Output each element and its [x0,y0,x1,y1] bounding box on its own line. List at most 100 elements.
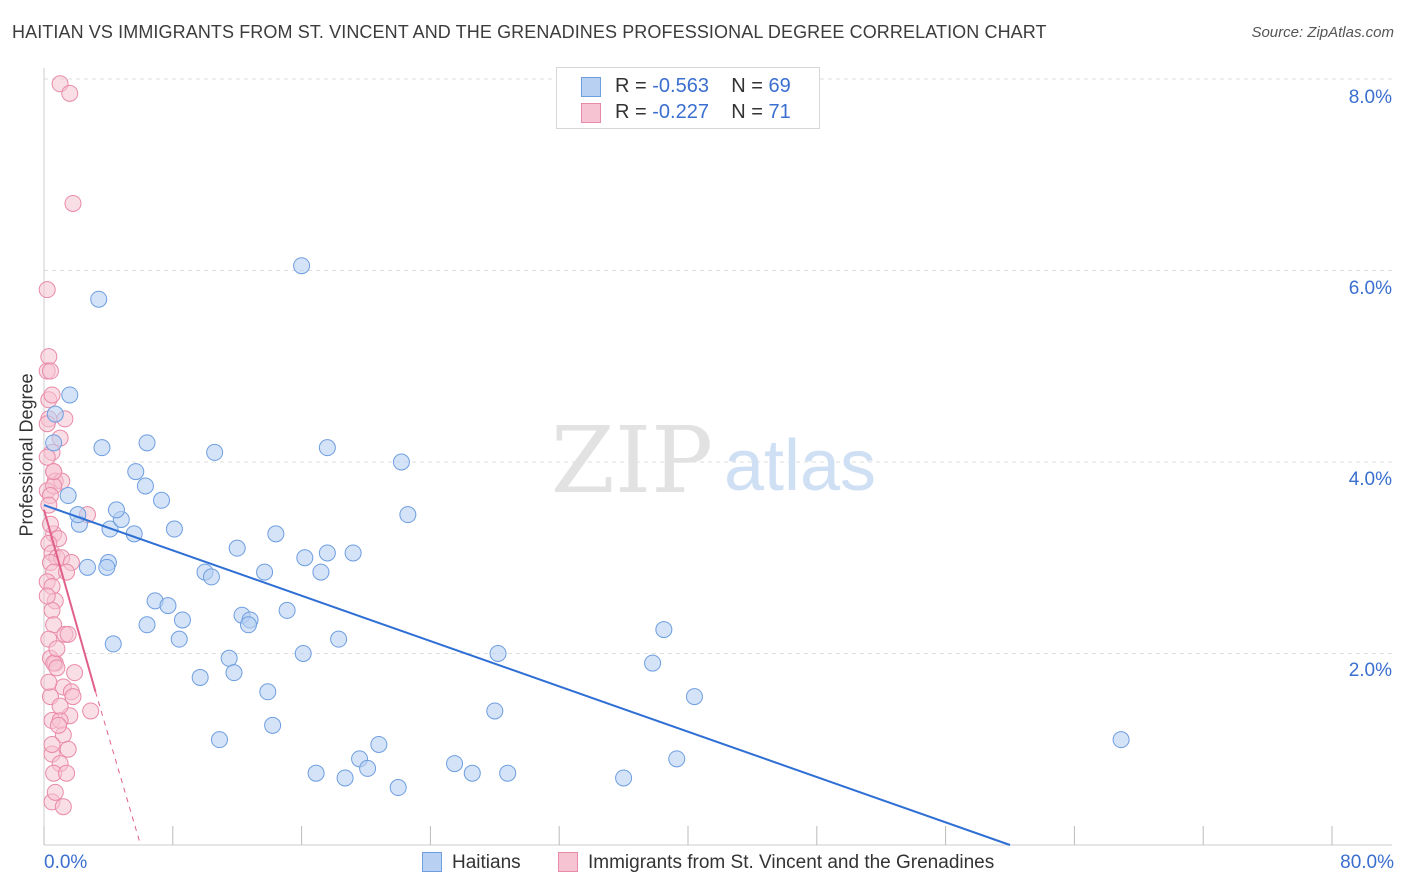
data-point-haitians [46,405,64,423]
data-point-haitians [138,616,156,634]
data-point-haitians [644,654,662,672]
chart-title: HAITIAN VS IMMIGRANTS FROM ST. VINCENT A… [12,22,1047,42]
data-point-haitians [489,645,507,662]
legend-label-haitians: Haitians [452,852,521,873]
data-point-haitians [267,525,285,543]
gridlines [44,78,1392,654]
data-point-haitians [685,688,703,706]
data-point-immigrants [64,194,82,212]
data-point-haitians [173,611,191,629]
data-point-haitians [294,645,312,662]
legend-swatch-immigrants [581,103,601,123]
data-point-haitians [499,764,517,782]
data-point-haitians [1112,731,1130,749]
data-point-haitians [165,520,183,538]
trend-line-immigrants-extension [95,691,142,846]
legend-r-value: -0.227 [652,101,709,123]
data-point-immigrants [46,783,64,801]
legend-n-label: N = [731,101,769,123]
watermark-zip: ZIP [551,407,713,514]
data-point-immigrants [49,716,67,734]
legend-swatch-immigrants [558,852,578,872]
data-point-haitians [45,434,63,452]
bottom-legend-haitians[interactable]: Haitians [422,852,521,874]
data-point-immigrants [48,659,66,677]
data-point-haitians [399,506,417,524]
data-point-haitians [59,487,77,505]
data-point-immigrants [40,673,58,691]
data-point-haitians [307,764,325,782]
legend-n-value: 69 [768,75,791,97]
data-point-haitians [136,477,154,495]
legend-r-value: -0.563 [652,75,709,97]
data-point-haitians [668,750,686,768]
data-point-immigrants [51,697,69,715]
data-point-haitians [344,544,362,562]
data-point-haitians [210,731,228,749]
legend-label-immigrants: Immigrants from St. Vincent and the Gren… [588,852,995,873]
legend-r-label: R = [615,75,653,97]
data-point-haitians [655,621,673,639]
data-point-haitians [256,563,274,581]
data-point-immigrants [38,448,56,466]
data-point-haitians [98,558,116,576]
data-point-haitians [78,558,96,576]
data-point-immigrants [54,798,72,816]
data-point-haitians [463,764,481,782]
data-point-haitians [259,683,277,701]
data-point-immigrants [40,348,58,366]
legend-swatch-haitians [581,77,601,97]
data-point-haitians [170,630,188,648]
trend-line-immigrants [43,509,97,693]
data-point-immigrants [41,362,59,380]
series-haitians-points [45,257,1130,797]
data-point-haitians [296,549,314,567]
data-point-haitians [191,668,209,686]
legend-n-value: 71 [768,101,791,123]
data-point-immigrants [43,601,61,619]
data-point-immigrants [45,463,63,481]
data-point-immigrants [61,84,79,102]
data-point-haitians [220,649,238,667]
data-point-haitians [206,443,224,461]
data-point-haitians [293,257,311,275]
data-point-haitians [225,664,243,682]
watermark-atlas: atlas [724,426,876,506]
data-point-haitians [486,702,504,720]
data-point-haitians [312,563,330,581]
data-point-immigrants [58,764,76,782]
data-point-haitians [389,779,407,797]
data-point-haitians [90,290,108,308]
data-point-immigrants [66,664,84,682]
data-point-haitians [392,453,410,471]
x-tick-label-max: 80.0% [1340,852,1394,873]
data-point-haitians [239,616,257,634]
data-point-haitians [615,769,633,787]
data-point-immigrants [64,688,82,706]
data-point-haitians [446,755,464,773]
trend-line-haitians [43,504,1011,846]
y-tick-label: 2.0% [1348,660,1392,681]
data-point-haitians [330,630,348,648]
data-point-haitians [93,439,111,457]
data-point-immigrants [38,587,56,605]
data-point-haitians [370,735,388,753]
data-point-haitians [318,439,336,457]
data-point-immigrants [82,702,100,720]
axes [43,68,1392,846]
data-point-immigrants [43,386,61,404]
data-point-haitians [104,635,122,653]
trend-lines [43,504,1011,846]
data-point-haitians [159,597,177,615]
data-point-haitians [264,716,282,734]
bottom-legend-immigrants[interactable]: Immigrants from St. Vincent and the Gren… [558,852,994,874]
y-tick-label: 8.0% [1348,87,1392,108]
data-point-haitians [202,568,220,586]
data-point-haitians [228,539,246,557]
data-point-haitians [359,759,377,777]
y-tick-label: 4.0% [1348,469,1392,490]
correlation-legend: R = -0.563 N = 69 R = -0.227 N = 71 [556,67,820,129]
data-point-haitians [278,601,296,619]
data-point-immigrants [43,735,61,753]
data-point-immigrants [59,740,77,758]
